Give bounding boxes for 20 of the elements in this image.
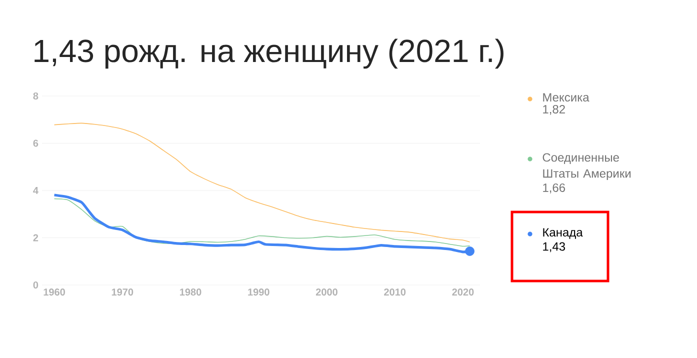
x-tick-label: 1990 (248, 288, 270, 296)
text: 1,43 (543, 242, 566, 252)
x-tick-label: 2000 (316, 288, 338, 296)
legend-label: Соединенные Штаты Америки (542, 153, 631, 180)
x-tick-label: 2010 (384, 288, 406, 296)
x-tick-label: 1980 (180, 288, 202, 296)
y-tick-label: 2 (33, 234, 38, 242)
legend-label: Канада (543, 228, 583, 239)
chart-title: 1,43 рожд. на женщину (2021 г.) (34, 38, 504, 69)
legend-label: Мексика (543, 93, 590, 102)
text: 1,66 (543, 183, 566, 194)
x-tick-label: 1970 (112, 288, 134, 296)
y-tick-label: 8 (33, 92, 38, 100)
line-series (54, 122, 470, 242)
y-tick-label: 6 (33, 140, 38, 147)
x-tick-label: 2020 (452, 288, 474, 296)
text: 1,82 (543, 104, 565, 115)
y-tick-label: 4 (33, 187, 38, 194)
y-tick-label: 0 (33, 281, 38, 289)
x-tick-label: 1960 (44, 288, 65, 296)
